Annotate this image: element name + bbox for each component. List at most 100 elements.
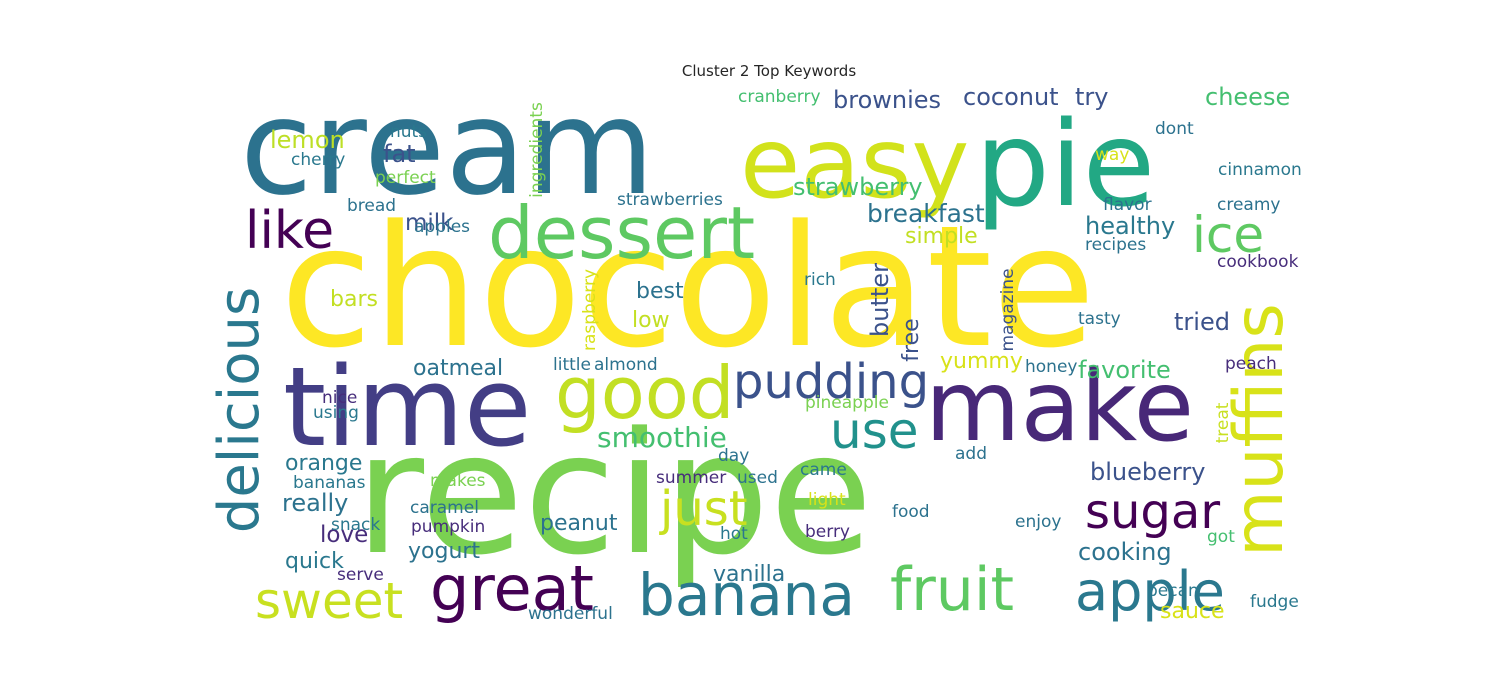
word-cranberry: cranberry — [738, 87, 821, 107]
word-easy: easy — [740, 107, 969, 221]
chart-title: Cluster 2 Top Keywords — [681, 62, 857, 80]
word-cinnamon: cinnamon — [1218, 160, 1302, 180]
word-healthy: healthy — [1085, 212, 1175, 240]
word-tried: tried — [1174, 308, 1230, 336]
word-quick: quick — [285, 549, 344, 574]
word-fudge: fudge — [1250, 592, 1299, 612]
word-magazine: magazine — [998, 268, 1018, 351]
word-yogurt: yogurt — [408, 539, 480, 564]
word-food: food — [892, 502, 930, 522]
word-ice: ice — [1192, 206, 1264, 264]
word-light: light — [808, 490, 846, 510]
word-simple: simple — [905, 224, 978, 249]
word-raspberry: raspberry — [580, 269, 600, 351]
word-pie: pie — [975, 95, 1155, 233]
word-tasty: tasty — [1078, 309, 1121, 329]
word-cream: cream — [240, 71, 655, 225]
word-breakfast: breakfast — [867, 199, 985, 228]
word-love: love — [320, 522, 368, 548]
word-cheese: cheese — [1205, 83, 1290, 111]
word-just: just — [659, 481, 748, 537]
word-best: best — [636, 279, 684, 304]
word-peach: peach — [1225, 354, 1277, 374]
word-way: way — [1095, 145, 1129, 165]
word-bars: bars — [330, 287, 378, 312]
word-almond: almond — [594, 355, 658, 375]
word-recipes: recipes — [1085, 235, 1146, 255]
word-apple: apple — [1075, 560, 1225, 623]
word-orange: orange — [285, 451, 362, 476]
word-really: really — [282, 489, 348, 517]
word-berry: berry — [805, 522, 850, 542]
word-honey: honey — [1025, 357, 1077, 377]
word-chocolate: chocolate — [280, 189, 1096, 385]
word-using: using — [313, 403, 359, 423]
word-came: came — [800, 460, 847, 480]
word-yummy: yummy — [940, 349, 1023, 374]
word-try: try — [1075, 83, 1108, 111]
word-caramel: caramel — [410, 498, 479, 518]
word-make: make — [925, 350, 1194, 464]
word-creamy: creamy — [1217, 195, 1280, 215]
word-free: free — [899, 318, 924, 361]
word-fat: fat — [383, 140, 416, 168]
word-peanut: peanut — [540, 511, 618, 536]
word-summer: summer — [656, 468, 726, 488]
word-cooking: cooking — [1078, 538, 1172, 566]
word-got: got — [1207, 527, 1235, 547]
word-great: great — [430, 552, 594, 625]
word-banana: banana — [638, 561, 855, 629]
word-oatmeal: oatmeal — [413, 356, 503, 381]
word-muffins: muffins — [1220, 303, 1299, 557]
word-strawberry: strawberry — [793, 173, 923, 201]
word-nice: nice — [322, 388, 357, 408]
word-sweet: sweet — [255, 572, 403, 630]
word-smoothie: smoothie — [597, 421, 727, 454]
word-pecan: pecan — [1147, 581, 1199, 601]
word-butter: butter — [866, 263, 894, 337]
word-use: use — [830, 402, 919, 460]
word-fruit: fruit — [890, 555, 1014, 625]
word-enjoy: enjoy — [1015, 512, 1061, 532]
word-nuts: nuts — [390, 122, 427, 142]
word-like: like — [245, 201, 334, 261]
word-wonderful: wonderful — [528, 604, 613, 624]
word-used: used — [737, 468, 778, 488]
word-low: low — [632, 308, 670, 333]
word-little: little — [553, 355, 591, 375]
word-favorite: favorite — [1078, 356, 1171, 384]
word-vanilla: vanilla — [713, 562, 785, 587]
word-apples: apples — [414, 217, 470, 237]
word-sauce: sauce — [1160, 599, 1225, 624]
word-bananas: bananas — [293, 473, 366, 493]
word-lemon: lemon — [270, 126, 345, 154]
word-pumpkin: pumpkin — [411, 517, 485, 537]
word-rich: rich — [804, 270, 836, 290]
word-delicious: delicious — [207, 287, 272, 533]
word-pudding: pudding — [733, 354, 929, 410]
word-milk: milk — [405, 210, 454, 236]
word-time: time — [283, 343, 532, 471]
word-ingredients: ingredients — [527, 102, 547, 198]
word-day: day — [718, 446, 749, 466]
word-coconut: coconut — [963, 83, 1059, 111]
word-cherry: cherry — [291, 150, 345, 170]
word-recipe: recipe — [355, 396, 873, 592]
word-makes: makes — [430, 471, 486, 491]
word-treat: treat — [1213, 402, 1233, 443]
word-snack: snack — [331, 515, 380, 535]
word-hot: hot — [720, 524, 748, 544]
word-cookbook: cookbook — [1217, 252, 1299, 272]
word-good: good — [555, 351, 735, 435]
word-flavor: flavor — [1103, 195, 1152, 215]
word-sugar: sugar — [1085, 484, 1220, 540]
word-perfect: perfect — [375, 168, 436, 188]
word-add: add — [955, 444, 987, 464]
word-bread: bread — [347, 196, 396, 216]
word-brownies: brownies — [833, 86, 941, 114]
word-blueberry: blueberry — [1090, 458, 1205, 486]
word-dessert: dessert — [488, 191, 755, 275]
word-strawberries: strawberries — [617, 190, 723, 210]
word-dont: dont — [1155, 119, 1194, 139]
